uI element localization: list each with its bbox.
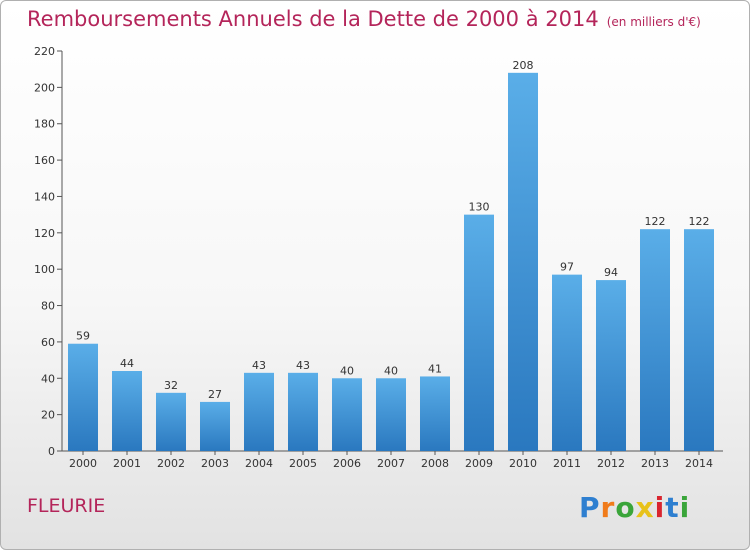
value-label-2010: 208 xyxy=(513,59,534,72)
value-label-2000: 59 xyxy=(76,330,90,343)
logo-letter: P xyxy=(579,491,601,524)
x-tick-label-2002: 2002 xyxy=(157,457,185,470)
bar-2003 xyxy=(200,401,230,451)
y-tick-label: 60 xyxy=(41,336,55,349)
x-tick-label-2001: 2001 xyxy=(113,457,141,470)
value-label-2011: 97 xyxy=(560,261,574,274)
bar-2013 xyxy=(640,229,670,451)
bar-2005 xyxy=(288,372,318,451)
logo-letter: t xyxy=(665,491,680,524)
value-label-2008: 41 xyxy=(428,362,442,375)
y-tick-label: 80 xyxy=(41,300,55,313)
x-tick-label-2006: 2006 xyxy=(333,457,361,470)
y-tick-label: 180 xyxy=(34,118,55,131)
value-label-2009: 130 xyxy=(469,201,490,214)
commune-name: FLEURIE xyxy=(27,495,106,517)
x-tick-label-2005: 2005 xyxy=(289,457,317,470)
proxiti-logo: Proxiti xyxy=(579,491,690,524)
value-labels: 59 44 32 27 43 43 40 40 41 130 208 97 94 122 122 xyxy=(76,59,710,401)
value-label-2003: 27 xyxy=(208,388,222,401)
y-tick-label: 40 xyxy=(41,372,55,385)
y-tick-label: 160 xyxy=(34,154,55,167)
logo-letter: o xyxy=(615,491,636,524)
value-label-2002: 32 xyxy=(164,379,178,392)
y-tick-label: 140 xyxy=(34,190,55,203)
value-label-2006: 40 xyxy=(340,364,354,377)
chart-title: Remboursements Annuels de la Dette de 20… xyxy=(27,7,701,31)
x-tick-label-2013: 2013 xyxy=(641,457,669,470)
value-label-2012: 94 xyxy=(604,266,618,279)
bar-2014 xyxy=(684,229,714,451)
bar-2002 xyxy=(156,392,186,451)
y-tick-label: 120 xyxy=(34,227,55,240)
x-tick-label-2003: 2003 xyxy=(201,457,229,470)
y-tick-label: 200 xyxy=(34,81,55,94)
logo-letter: x xyxy=(635,491,655,524)
x-tick-label-2014: 2014 xyxy=(685,457,713,470)
bar-2009 xyxy=(464,214,494,451)
y-tick-label: 220 xyxy=(34,45,55,58)
unit-label: (en milliers d'€) xyxy=(606,15,701,29)
x-tick-label-2008: 2008 xyxy=(421,457,449,470)
logo-letter: i xyxy=(679,491,691,524)
bar-2006 xyxy=(332,378,362,451)
x-tick-label-2009: 2009 xyxy=(465,457,493,470)
value-label-2013: 122 xyxy=(645,215,666,228)
value-label-2001: 44 xyxy=(120,357,134,370)
y-tick-label: 20 xyxy=(41,409,55,422)
bar-2010 xyxy=(508,72,538,452)
x-tick-label-2000: 2000 xyxy=(69,457,97,470)
value-label-2007: 40 xyxy=(384,364,398,377)
title-text: Remboursements Annuels de la Dette de 20… xyxy=(27,7,599,31)
bar-2001 xyxy=(112,371,142,451)
value-label-2014: 122 xyxy=(689,215,710,228)
value-label-2004: 43 xyxy=(252,359,266,372)
value-label-2005: 43 xyxy=(296,359,310,372)
axes: 0 20 40 60 80 100 120 140 160 180 200 220 2000 2001 20… xyxy=(34,45,723,470)
bar-2004 xyxy=(244,372,274,451)
logo-letter: r xyxy=(600,491,616,524)
bars xyxy=(68,72,714,452)
bar-2011 xyxy=(552,274,582,451)
x-tick-label-2007: 2007 xyxy=(377,457,405,470)
x-tick-label-2010: 2010 xyxy=(509,457,537,470)
logo-letter: i xyxy=(654,491,666,524)
x-tick-label-2004: 2004 xyxy=(245,457,273,470)
bar-2008 xyxy=(420,376,450,451)
y-tick-label: 100 xyxy=(34,263,55,276)
bar-2007 xyxy=(376,378,406,451)
x-tick-label-2011: 2011 xyxy=(553,457,581,470)
bar-2000 xyxy=(68,343,98,451)
y-tick-label: 0 xyxy=(48,445,55,458)
bar-2012 xyxy=(596,280,626,451)
x-tick-label-2012: 2012 xyxy=(597,457,625,470)
